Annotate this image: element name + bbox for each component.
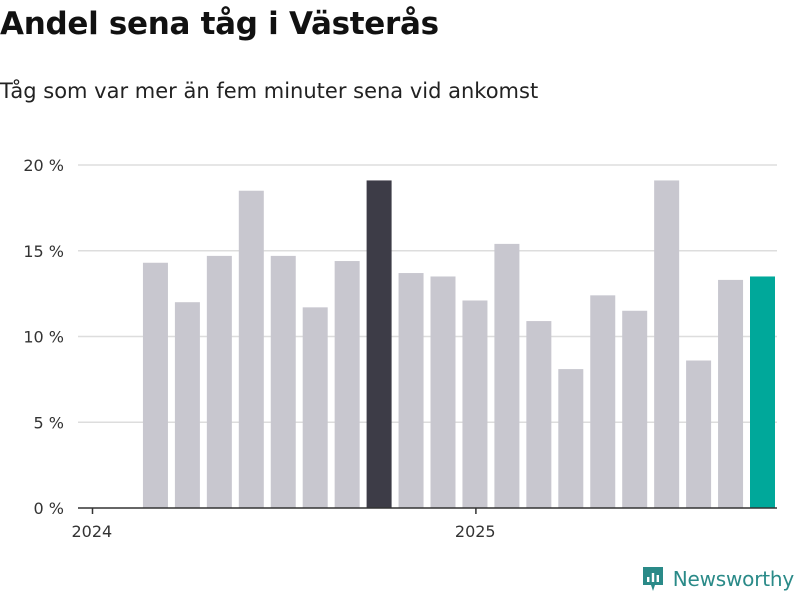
bar xyxy=(142,262,168,508)
bar xyxy=(718,279,744,508)
brand-logo: Newsworthy xyxy=(641,566,794,592)
bar xyxy=(302,307,328,508)
bar xyxy=(590,295,616,508)
bar xyxy=(174,302,200,508)
bar xyxy=(654,180,680,508)
y-tick-label: 10 % xyxy=(23,328,64,347)
bar xyxy=(366,180,392,508)
bar xyxy=(558,369,584,508)
brand-name: Newsworthy xyxy=(672,567,794,591)
bar xyxy=(686,360,712,508)
bar xyxy=(526,321,552,508)
bar xyxy=(462,300,488,508)
x-tick-label: 2024 xyxy=(72,522,113,541)
bar xyxy=(750,276,775,508)
x-tick-label: 2025 xyxy=(455,522,496,541)
y-tick-label: 20 % xyxy=(23,156,64,175)
bar xyxy=(622,310,648,508)
chart-subtitle: Tåg som var mer än fem minuter sena vid … xyxy=(0,79,539,103)
chart-title: Andel sena tåg i Västerås xyxy=(0,6,439,42)
bar xyxy=(334,261,360,508)
bar xyxy=(270,255,296,508)
bar xyxy=(430,276,456,508)
newsworthy-logo-icon xyxy=(642,567,663,591)
y-tick-label: 15 % xyxy=(23,242,64,261)
y-tick-label: 5 % xyxy=(34,413,64,432)
y-tick-label: 0 % xyxy=(34,499,64,518)
bar xyxy=(206,255,232,508)
bar xyxy=(398,273,424,508)
bar xyxy=(238,190,264,508)
bar xyxy=(494,243,520,508)
